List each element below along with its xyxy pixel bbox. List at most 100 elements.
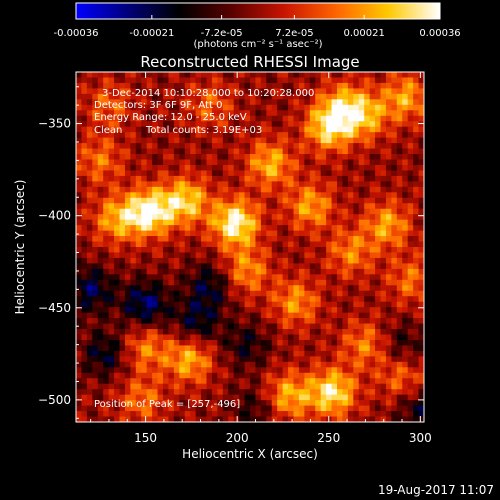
heatmap-pixel (320, 164, 327, 171)
heatmap-pixel (195, 279, 202, 286)
heatmap-pixel (86, 274, 93, 281)
heatmap-pixel (288, 164, 294, 171)
heatmap-pixel (152, 290, 158, 297)
heatmap-pixel (179, 203, 186, 210)
heatmap-pixel (288, 378, 294, 385)
heatmap-pixel (217, 203, 224, 210)
heatmap-pixel (347, 159, 354, 166)
heatmap-pixel (239, 159, 245, 166)
heatmap-pixel (342, 192, 349, 199)
heatmap-pixel (342, 236, 349, 242)
heatmap-pixel (184, 318, 191, 324)
heatmap-pixel (141, 411, 148, 417)
heatmap-pixel (266, 285, 273, 292)
heatmap-pixel (418, 225, 424, 231)
heatmap-pixel (108, 383, 115, 390)
heatmap-pixel (375, 290, 381, 297)
heatmap-pixel (152, 241, 158, 248)
heatmap-pixel (135, 132, 142, 139)
heatmap-pixel (418, 137, 424, 144)
heatmap-pixel (380, 361, 387, 368)
heatmap-pixel (141, 339, 148, 346)
x-tick-label: 150 (134, 431, 157, 445)
heatmap-pixel (228, 285, 235, 292)
heatmap-pixel (293, 389, 300, 396)
heatmap-pixel (364, 230, 371, 237)
heatmap-pixel (163, 110, 169, 117)
heatmap-pixel (195, 334, 202, 341)
heatmap-pixel (320, 405, 327, 412)
heatmap-pixel (195, 77, 202, 84)
heatmap-pixel (190, 72, 197, 78)
heatmap-pixel (353, 77, 360, 84)
heatmap-pixel (364, 361, 371, 368)
heatmap-pixel (277, 110, 284, 117)
heatmap-pixel (271, 290, 278, 297)
heatmap-pixel (195, 137, 202, 144)
heatmap-pixel (168, 334, 175, 341)
heatmap-pixel (347, 115, 354, 122)
heatmap-pixel (418, 236, 424, 242)
heatmap-pixel (304, 110, 311, 117)
heatmap-pixel (309, 263, 316, 270)
heatmap-pixel (211, 93, 218, 100)
heatmap-pixel (255, 318, 262, 324)
heatmap-pixel (380, 214, 387, 221)
heatmap-pixel (217, 257, 224, 264)
heatmap-pixel (124, 329, 131, 335)
heatmap-pixel (309, 88, 316, 95)
heatmap-pixel (179, 164, 186, 171)
heatmap-pixel (184, 186, 191, 193)
heatmap-pixel (184, 219, 191, 226)
heatmap-pixel (413, 378, 419, 385)
heatmap-pixel (358, 170, 365, 177)
heatmap-pixel (255, 93, 262, 100)
heatmap-pixel (418, 181, 424, 188)
heatmap-pixel (255, 219, 262, 226)
heatmap-pixel (86, 257, 93, 264)
heatmap-pixel (266, 181, 273, 188)
heatmap-pixel (168, 93, 175, 100)
heatmap-pixel (402, 263, 409, 270)
heatmap-pixel (179, 329, 186, 335)
heatmap-pixel (337, 121, 343, 128)
heatmap-pixel (222, 301, 229, 308)
heatmap-pixel (337, 154, 343, 160)
heatmap-pixel (239, 154, 245, 160)
heatmap-pixel (353, 143, 360, 149)
heatmap-pixel (233, 82, 240, 89)
heatmap-pixel (413, 115, 419, 122)
heatmap-pixel (124, 214, 131, 221)
heatmap-pixel (337, 203, 343, 210)
heatmap-pixel (76, 148, 82, 155)
heatmap-pixel (304, 219, 311, 226)
heatmap-pixel (282, 247, 289, 253)
heatmap-pixel (402, 88, 409, 95)
heatmap-pixel (244, 350, 251, 357)
heatmap-pixel (244, 312, 251, 319)
heatmap-pixel (76, 389, 82, 396)
heatmap-pixel (413, 159, 419, 166)
heatmap-pixel (418, 285, 424, 292)
heatmap-pixel (369, 400, 376, 406)
heatmap-pixel (315, 93, 322, 100)
heatmap-pixel (331, 192, 338, 199)
heatmap-pixel (250, 110, 256, 117)
heatmap-pixel (277, 350, 284, 357)
heatmap-pixel (124, 99, 131, 106)
heatmap-pixel (347, 88, 354, 95)
heatmap-pixel (222, 170, 229, 177)
heatmap-pixel (211, 350, 218, 357)
heatmap-pixel (76, 137, 82, 144)
heatmap-pixel (114, 186, 120, 193)
heatmap-pixel (277, 115, 284, 122)
heatmap-pixel (146, 197, 153, 204)
heatmap-pixel (309, 99, 316, 106)
heatmap-pixel (92, 110, 99, 117)
heatmap-pixel (130, 405, 137, 412)
heatmap-pixel (358, 208, 365, 215)
heatmap-pixel (179, 110, 186, 117)
heatmap-pixel (396, 290, 403, 297)
heatmap-pixel (168, 268, 175, 275)
heatmap-pixel (250, 257, 256, 264)
